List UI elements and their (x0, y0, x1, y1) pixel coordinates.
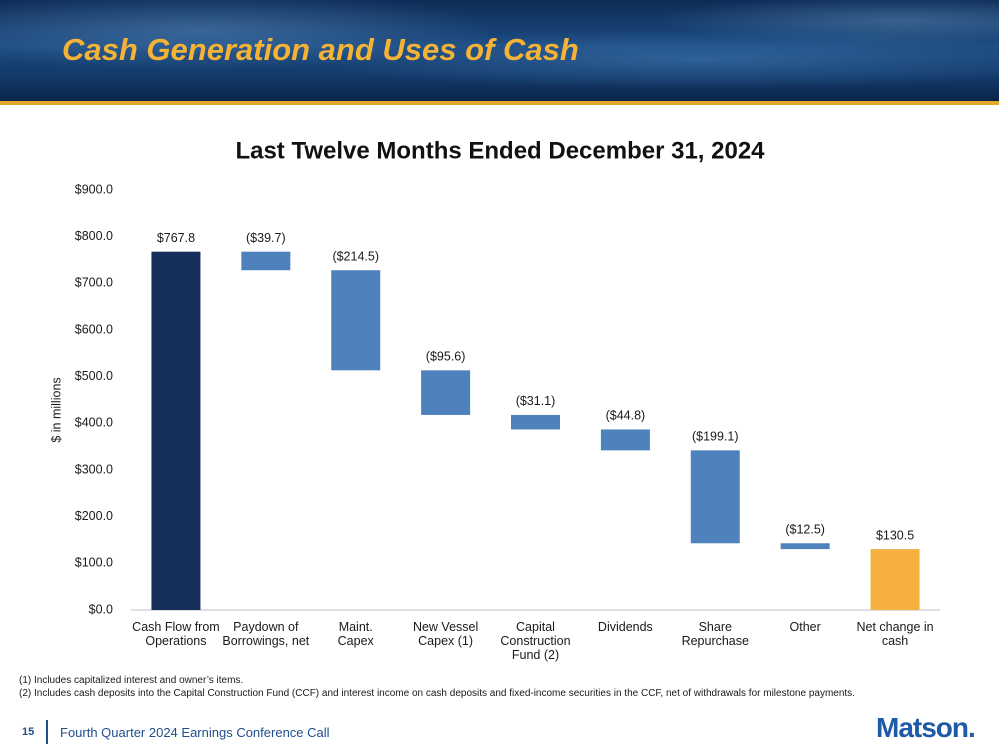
y-tick-label: $100.0 (75, 556, 113, 570)
y-tick-label: $400.0 (75, 416, 113, 430)
x-tick-label: Other (789, 620, 821, 634)
x-tick-label: New Vessel Capex (1) (412, 620, 479, 648)
footnote: (2) Includes cash deposits into the Capi… (19, 688, 855, 699)
bar (511, 414, 560, 430)
x-tick-label: Cash Flow from Operations (132, 620, 220, 648)
y-tick-label: $900.0 (75, 182, 113, 196)
value-label: $130.5 (876, 528, 914, 542)
bar (331, 270, 381, 371)
x-tick-label: Net change in cash (856, 620, 934, 648)
y-tick-label: $600.0 (75, 322, 113, 336)
slide-title: Cash Generation and Uses of Cash (62, 32, 579, 67)
y-tick-label: $0.0 (89, 602, 113, 616)
y-tick-label: $500.0 (75, 369, 113, 383)
header-banner (0, 0, 999, 101)
footnote: (1) Includes capitalized interest and ow… (19, 675, 244, 686)
y-tick-label: $800.0 (75, 229, 113, 243)
bar (690, 450, 740, 544)
value-label: ($214.5) (332, 250, 379, 264)
x-tick-label: Capital Construction Fund (2) (500, 620, 571, 662)
bar (421, 370, 471, 415)
x-tick-label: Maint. Capex (337, 620, 374, 648)
value-label: ($44.8) (606, 409, 646, 423)
chart-title: Last Twelve Months Ended December 31, 20… (235, 137, 765, 164)
footer-text: Fourth Quarter 2024 Earnings Conference … (60, 725, 330, 740)
value-label: $767.8 (157, 231, 195, 245)
x-tick-label: Paydown of Borrowings, net (222, 620, 310, 648)
y-tick-label: $700.0 (75, 276, 113, 290)
y-tick-label: $300.0 (75, 462, 113, 476)
value-label: ($31.1) (516, 394, 556, 408)
x-tick-label: Dividends (597, 620, 653, 634)
value-label: ($12.5) (785, 523, 825, 537)
header-rule (0, 101, 999, 105)
bar (241, 251, 291, 271)
y-tick-label: $200.0 (75, 509, 113, 523)
footer-divider (46, 720, 48, 744)
value-label: ($95.6) (426, 350, 466, 364)
bar (780, 543, 830, 550)
page-number: 15 (22, 726, 35, 738)
value-label: ($199.1) (692, 430, 739, 444)
bar (870, 549, 920, 610)
logo: Matson. (876, 712, 976, 743)
x-tick-label: Share Repurchase (681, 620, 749, 648)
bar (151, 251, 201, 610)
value-label: ($39.7) (246, 231, 286, 245)
bar (600, 429, 650, 451)
y-axis-label: $ in millions (49, 377, 63, 442)
